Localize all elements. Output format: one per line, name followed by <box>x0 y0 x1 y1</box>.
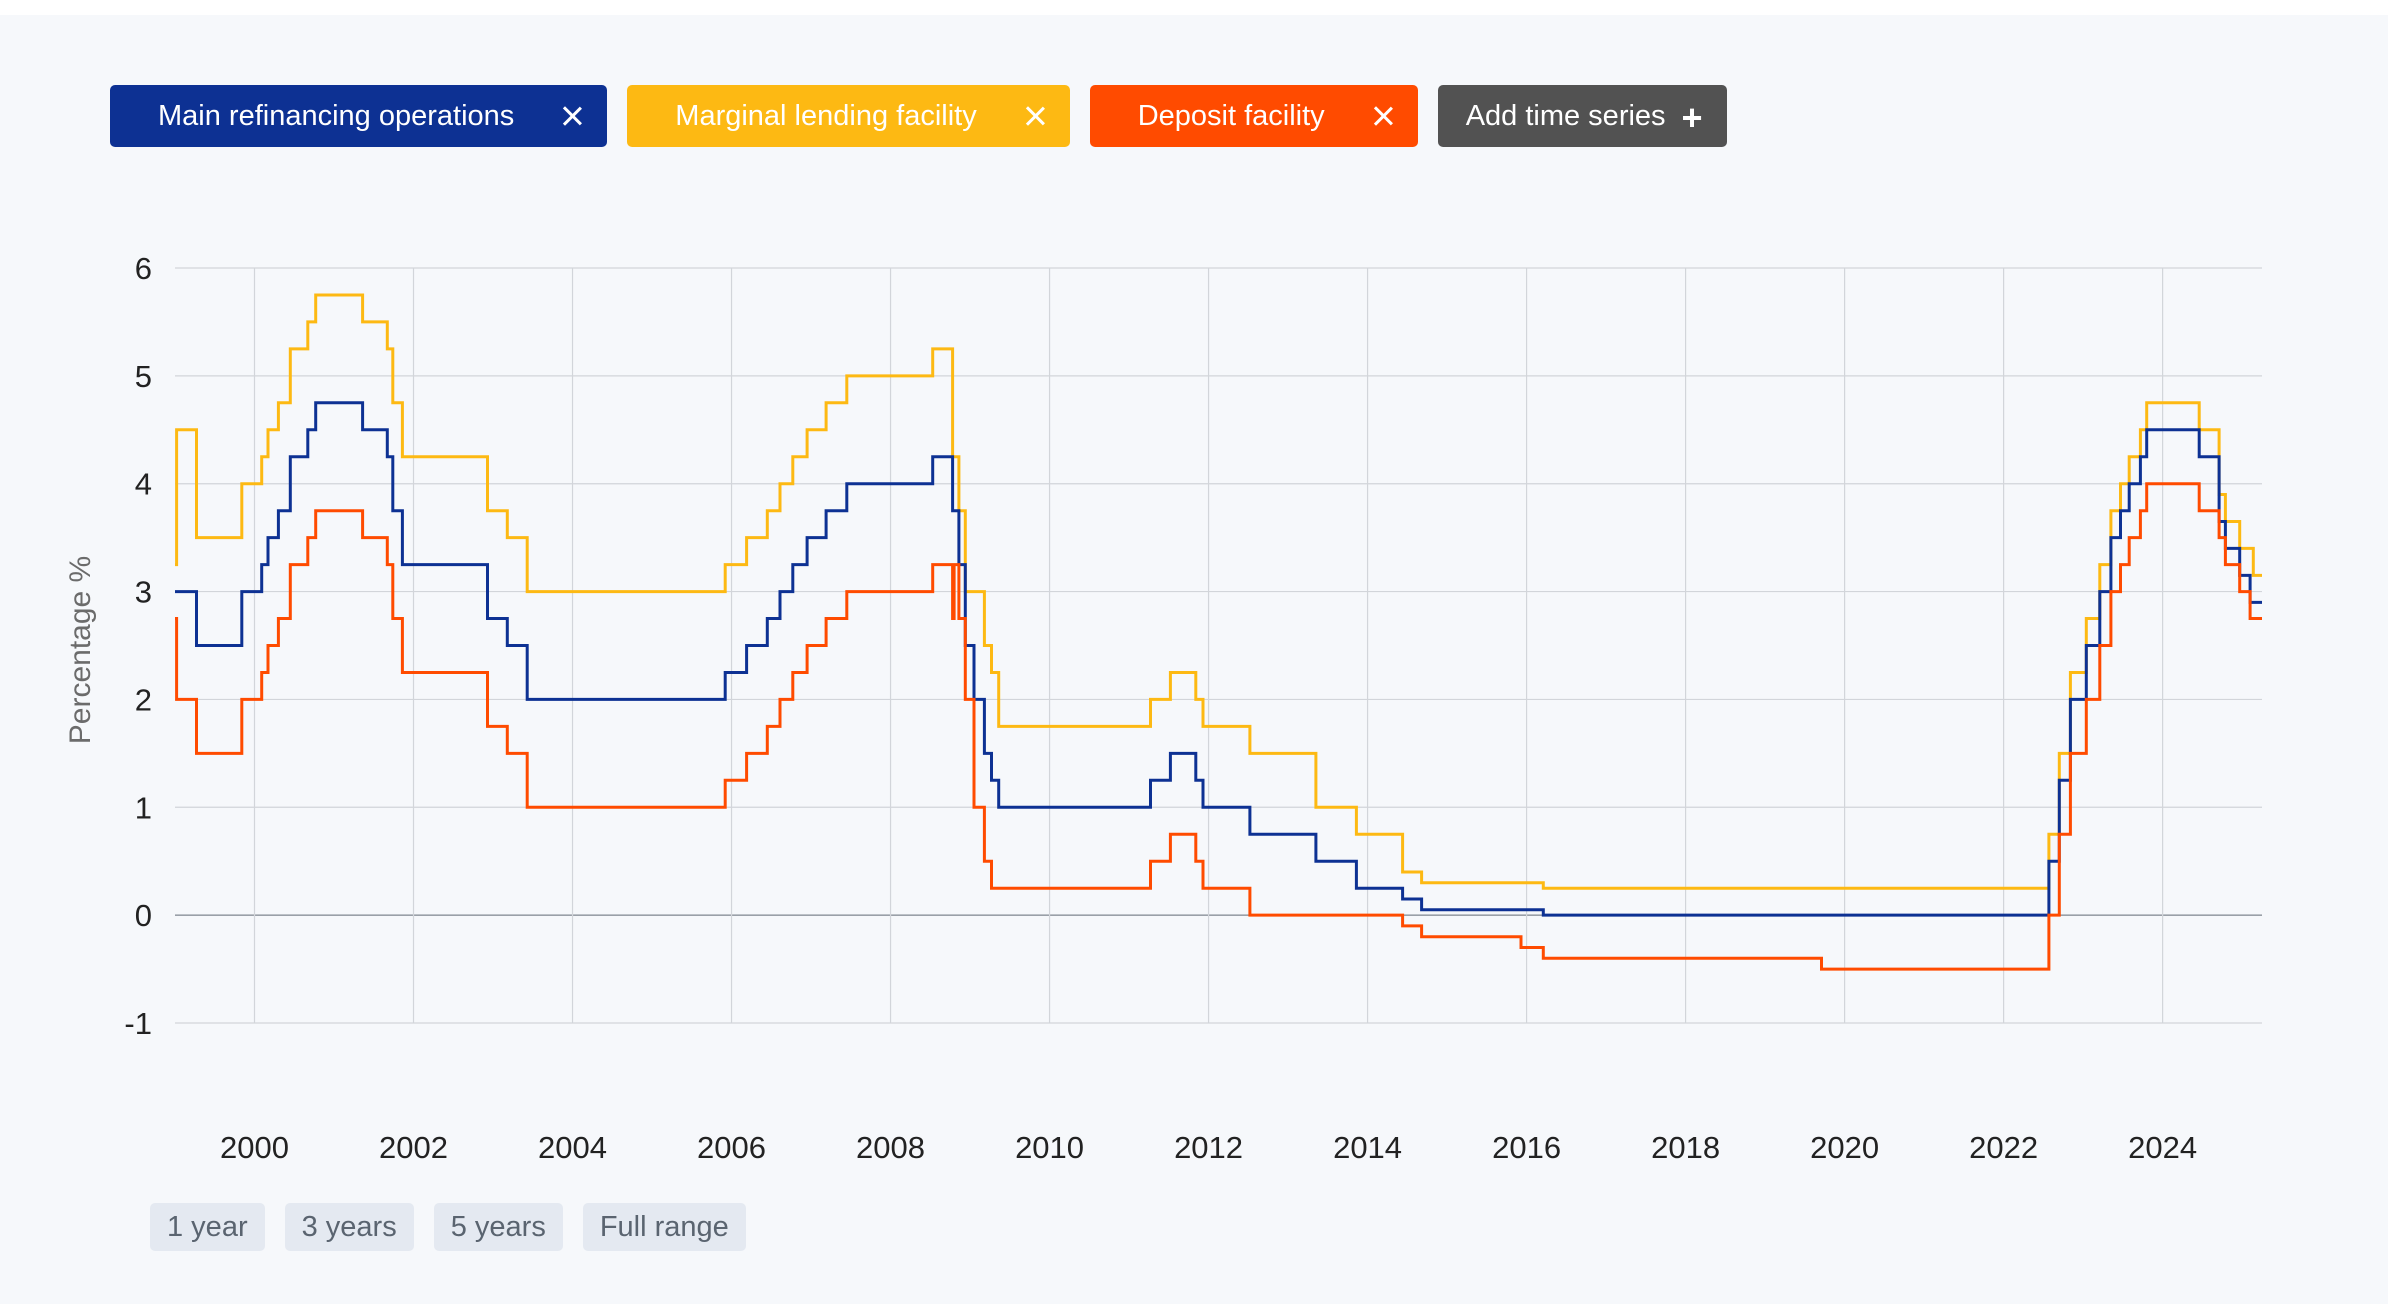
x-tick-label: 2016 <box>1492 1130 1561 1165</box>
y-axis-label: Percentage % <box>64 556 97 744</box>
x-tick-label: 2000 <box>220 1130 289 1165</box>
series-line-main-refinancing-operations[interactable] <box>175 401 2262 917</box>
y-tick-label: 5 <box>135 359 152 394</box>
plus-icon: + <box>1681 97 1703 138</box>
range-3-years-button[interactable]: 3 years <box>284 1203 414 1251</box>
add-time-series-label: Add time series <box>1465 99 1666 132</box>
x-tick-label: 2022 <box>1969 1130 2038 1165</box>
x-tick-label: 2018 <box>1651 1130 1720 1165</box>
range-full-button[interactable]: Full range <box>582 1203 746 1251</box>
y-tick-label: 2 <box>135 682 152 717</box>
range-selector: 1 year 3 years 5 years Full range <box>150 1203 746 1251</box>
y-tick-label: 3 <box>135 575 152 610</box>
x-tick-label: 2020 <box>1810 1130 1879 1165</box>
x-tick-label: 2004 <box>538 1130 607 1165</box>
chip-marginal-lending[interactable]: Marginal lending facility <box>627 85 1070 147</box>
chip-main-refinancing[interactable]: Main refinancing operations <box>110 85 608 147</box>
x-tick-label: 2024 <box>2128 1130 2197 1165</box>
x-tick-label: 2014 <box>1333 1130 1402 1165</box>
y-tick-label: 1 <box>135 790 152 825</box>
x-tick-label: 2002 <box>379 1130 448 1165</box>
y-tick-label: -1 <box>124 1006 152 1041</box>
x-tick-label: 2010 <box>1015 1130 1084 1165</box>
y-tick-label: 4 <box>135 467 152 502</box>
series-line-deposit-facility[interactable] <box>175 482 2262 971</box>
chart-panel <box>0 15 2388 1304</box>
x-tick-label: 2012 <box>1174 1130 1243 1165</box>
x-tick-label: 2008 <box>856 1130 925 1165</box>
x-tick-label: 2006 <box>697 1130 766 1165</box>
range-1-year-button[interactable]: 1 year <box>150 1203 265 1251</box>
chip-label: Marginal lending facility <box>675 99 977 132</box>
chip-label: Main refinancing operations <box>158 99 515 132</box>
add-time-series-button[interactable]: Add time series + <box>1437 85 1727 147</box>
range-5-years-button[interactable]: 5 years <box>433 1203 563 1251</box>
chip-label: Deposit facility <box>1137 99 1325 132</box>
y-tick-label: 6 <box>135 251 152 286</box>
y-tick-label: 0 <box>135 898 152 933</box>
chip-deposit-facility[interactable]: Deposit facility <box>1089 85 1418 147</box>
series-chip-bar: Main refinancing operations Marginal len… <box>110 85 1727 147</box>
